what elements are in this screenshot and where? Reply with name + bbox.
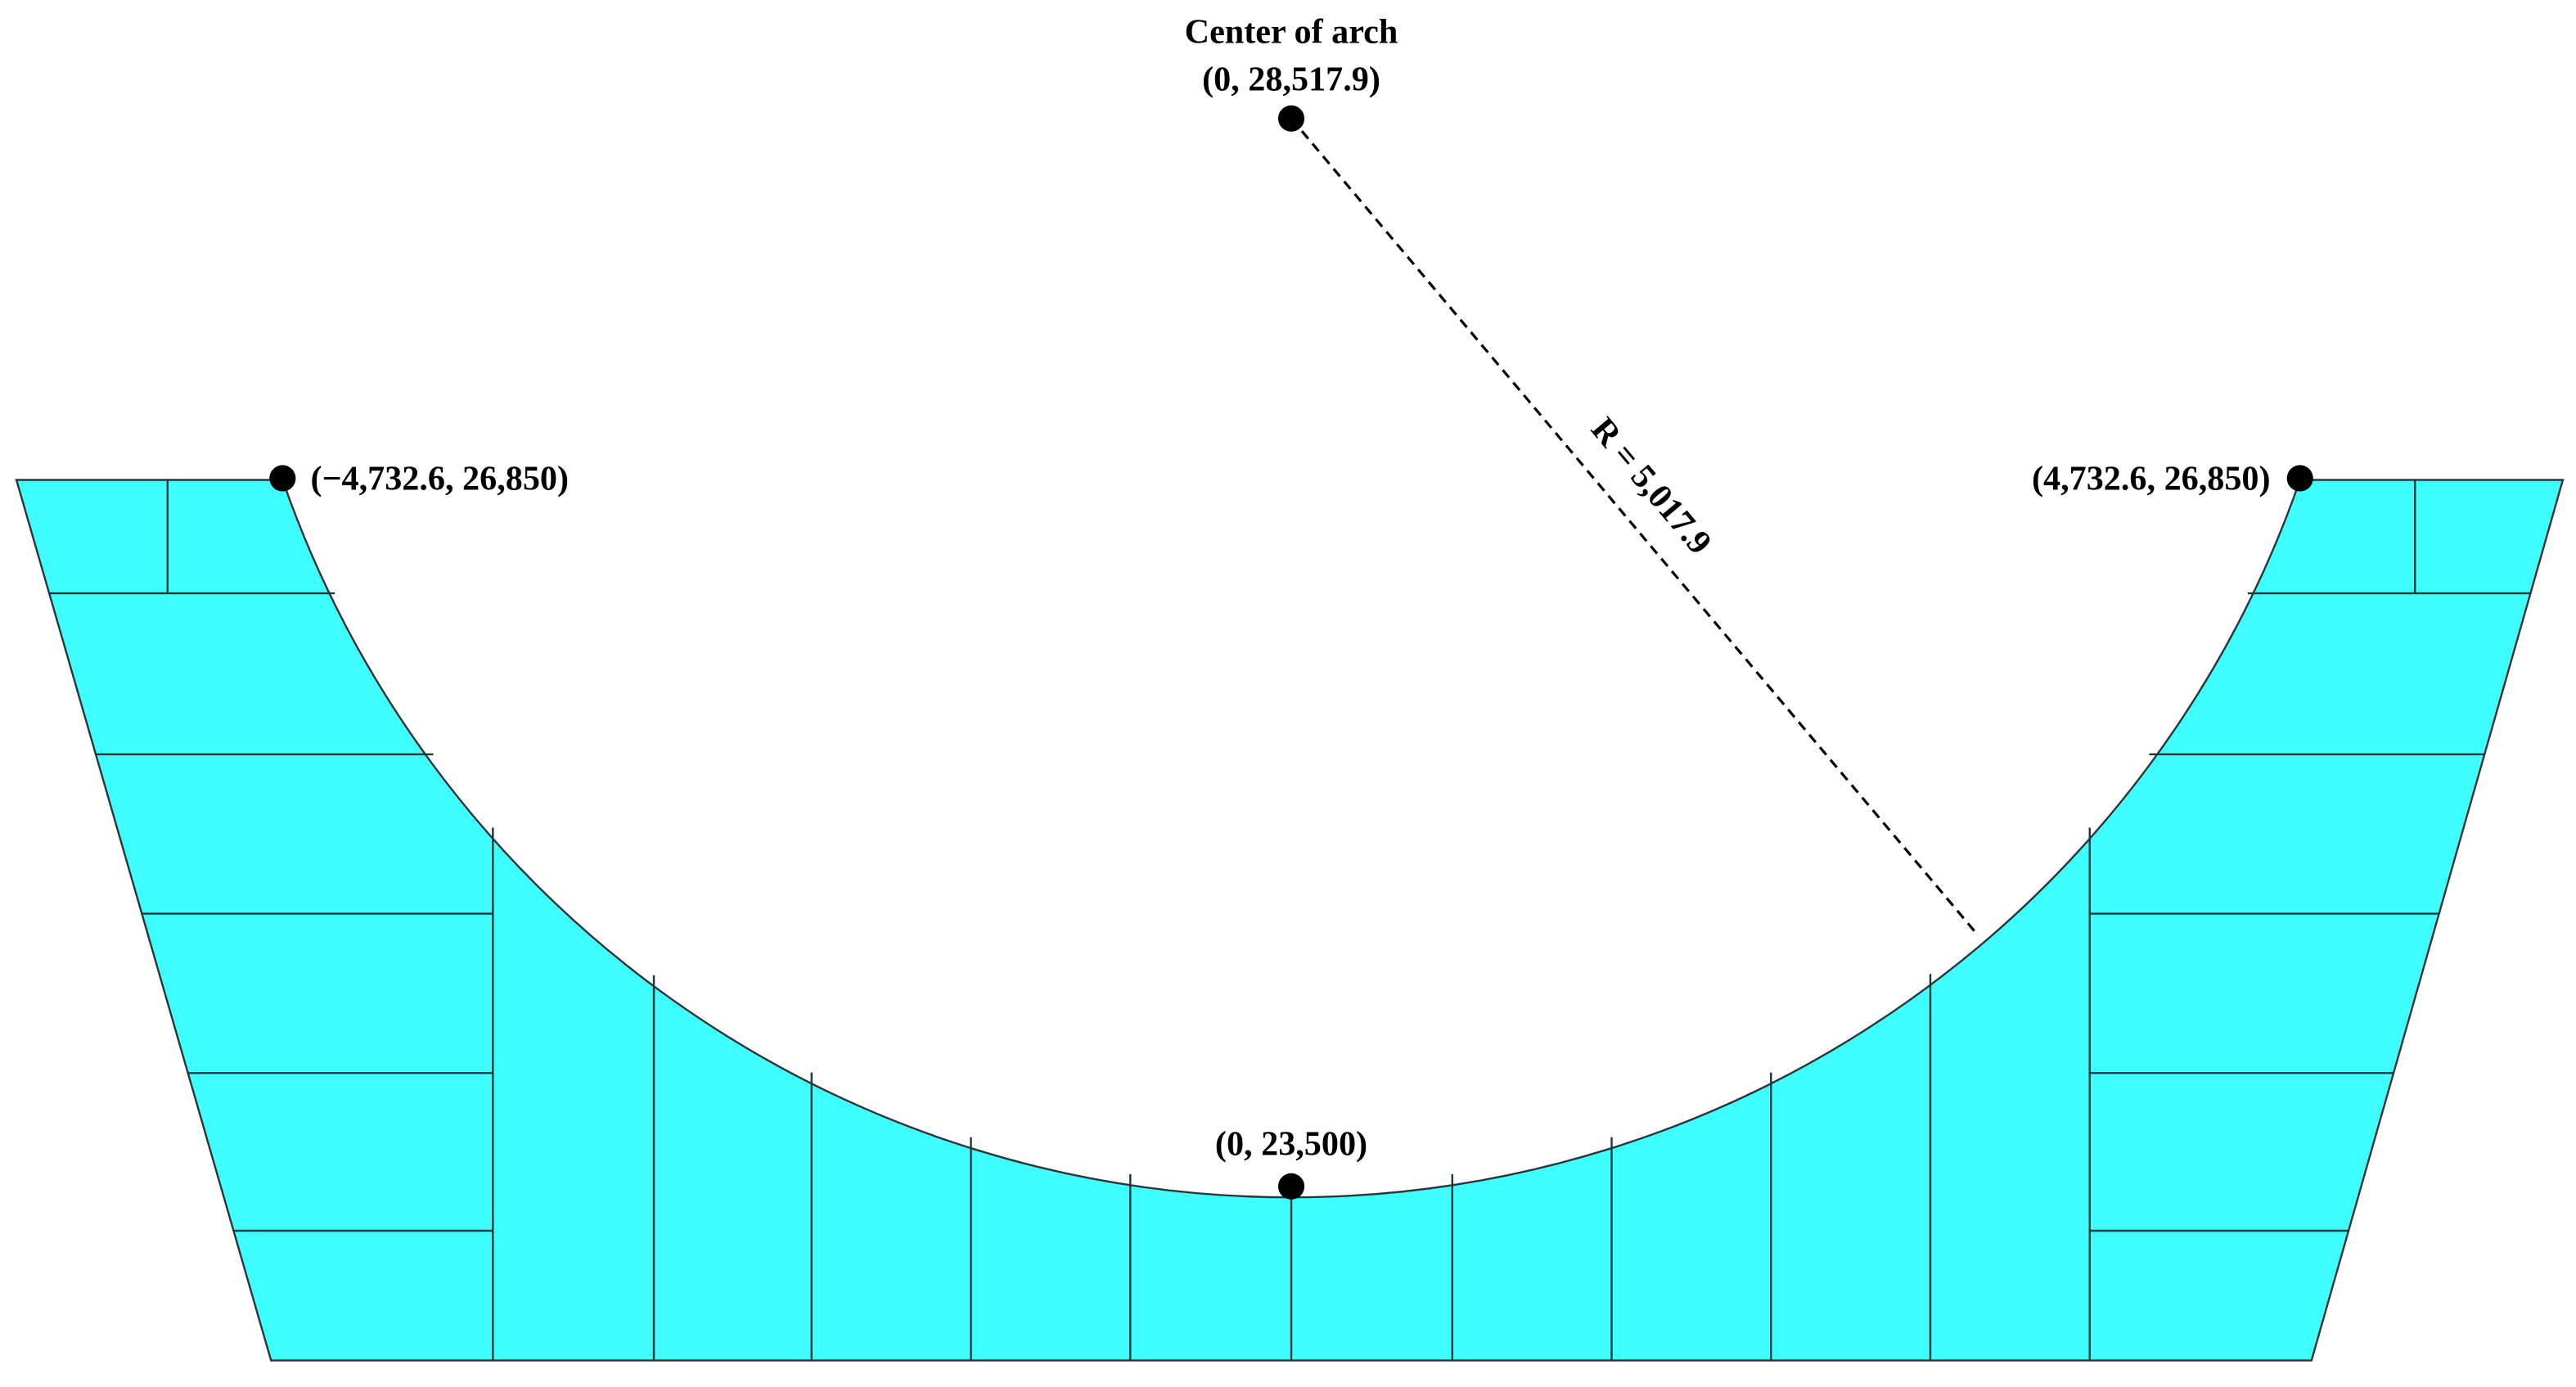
right-point-label: (4,732.6, 26,850) (2032, 460, 2271, 498)
center-title: Center of arch (1185, 12, 1398, 51)
radius-line (1290, 117, 1978, 934)
left-point-label: (−4,732.6, 26,850) (310, 460, 569, 498)
center-point (1277, 105, 1305, 132)
right-point (2286, 465, 2313, 492)
bottom-point (1277, 1173, 1305, 1200)
arch-body (15, 479, 2565, 1362)
bottom-point-label: (0, 23,500) (1215, 1125, 1367, 1164)
center-coords: (0, 28,517.9) (1202, 61, 1380, 99)
left-point (269, 465, 296, 492)
radius-label: R = 5,017.9 (1583, 410, 1719, 561)
block-lines (49, 480, 2531, 1361)
